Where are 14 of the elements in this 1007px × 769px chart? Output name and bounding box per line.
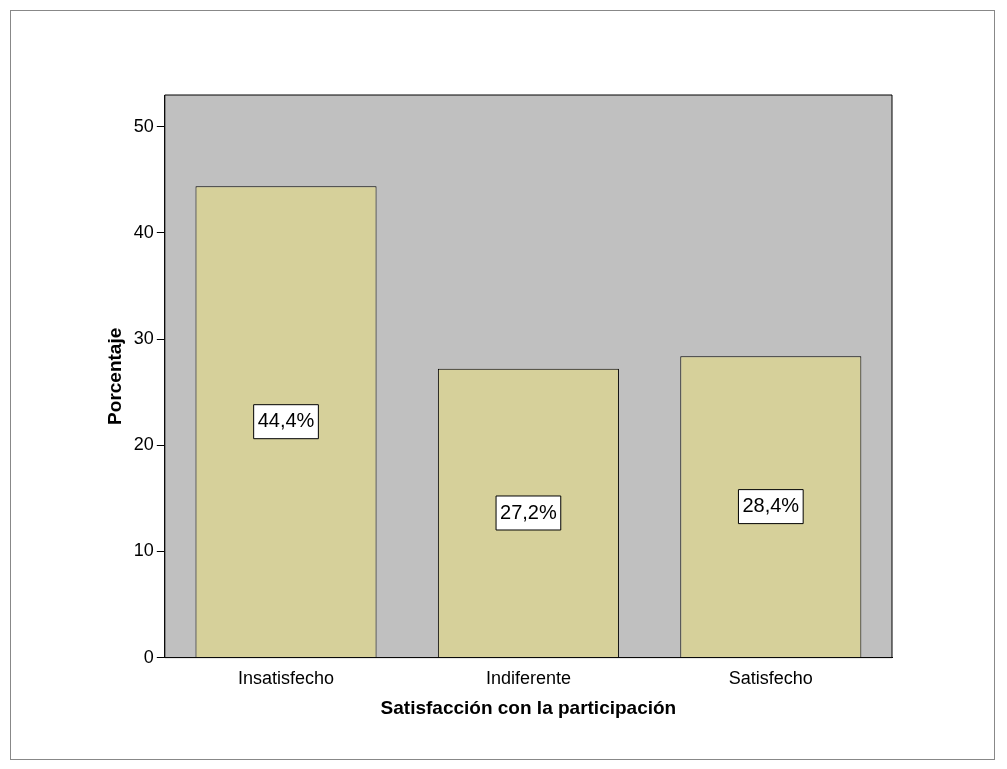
x-axis-title: Satisfacción con la participación — [380, 696, 677, 718]
y-tick-label: 10 — [133, 540, 154, 561]
y-axis-title: Porcentaje — [103, 327, 125, 425]
y-tick-label: 0 — [143, 646, 154, 667]
y-tick-label: 50 — [133, 115, 154, 136]
data-label: 28,4% — [742, 494, 800, 517]
data-label: 27,2% — [500, 500, 557, 523]
y-tick-label: 20 — [133, 434, 154, 455]
x-tick-label: Satisfecho — [728, 668, 813, 689]
y-tick-label: 30 — [133, 328, 154, 349]
data-label: 44,4% — [257, 409, 315, 432]
x-tick-label: Indiferente — [485, 668, 571, 689]
y-tick-label: 40 — [133, 221, 154, 242]
x-tick-label: Insatisfecho — [237, 668, 335, 689]
